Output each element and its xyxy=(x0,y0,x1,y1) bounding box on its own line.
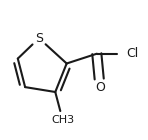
Text: Cl: Cl xyxy=(126,47,138,60)
Text: S: S xyxy=(35,32,43,45)
Text: CH3: CH3 xyxy=(51,115,74,125)
Text: O: O xyxy=(95,81,105,94)
